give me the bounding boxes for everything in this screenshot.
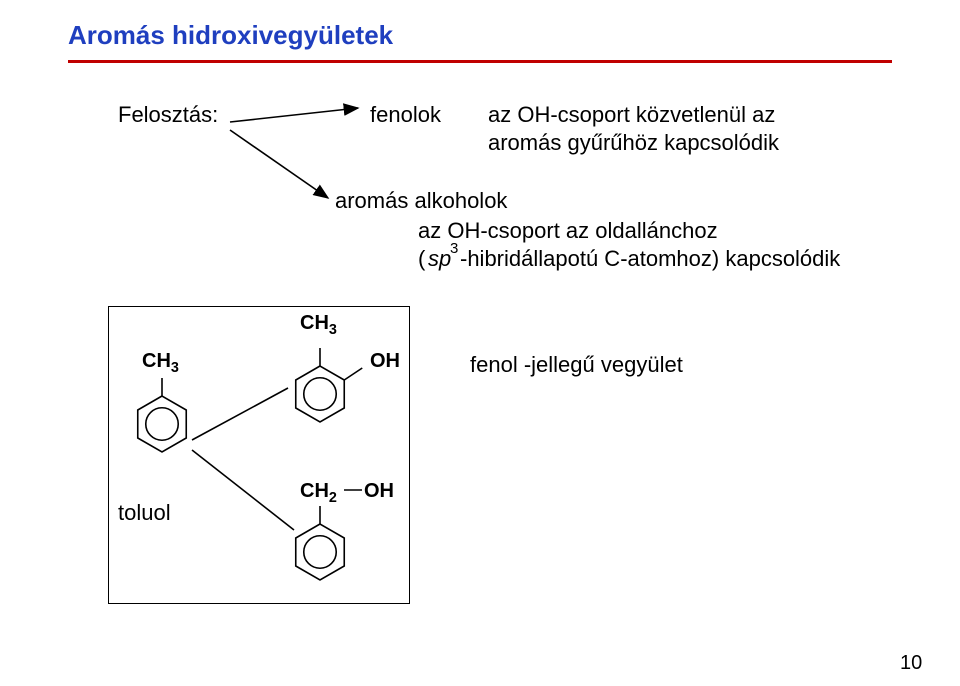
rings-layer xyxy=(0,0,960,686)
page-number: 10 xyxy=(900,652,922,675)
